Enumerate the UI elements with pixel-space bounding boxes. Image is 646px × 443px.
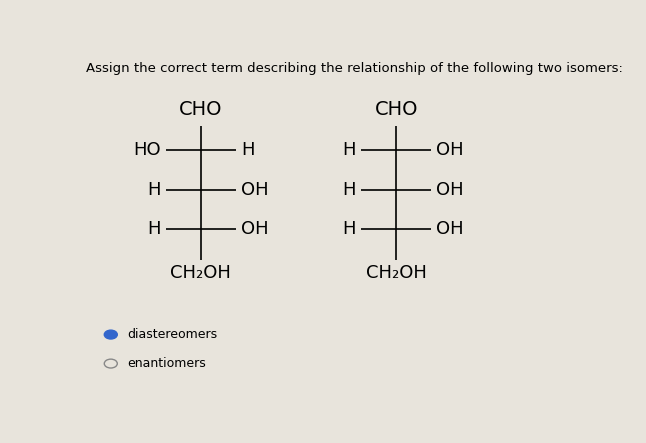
Text: H: H xyxy=(147,181,161,198)
Text: OH: OH xyxy=(436,220,464,238)
Text: HO: HO xyxy=(133,141,161,159)
Text: OH: OH xyxy=(436,141,464,159)
Text: enantiomers: enantiomers xyxy=(127,357,206,370)
Text: diastereomers: diastereomers xyxy=(127,328,218,341)
Text: CHO: CHO xyxy=(179,100,223,119)
Text: OH: OH xyxy=(241,181,269,198)
Text: H: H xyxy=(342,141,356,159)
Text: H: H xyxy=(241,141,255,159)
Text: CHO: CHO xyxy=(375,100,418,119)
Text: H: H xyxy=(147,220,161,238)
Text: H: H xyxy=(342,220,356,238)
Text: OH: OH xyxy=(241,220,269,238)
Text: CH₂OH: CH₂OH xyxy=(366,264,426,282)
Text: CH₂OH: CH₂OH xyxy=(171,264,231,282)
Text: H: H xyxy=(342,181,356,198)
Text: Assign the correct term describing the relationship of the following two isomers: Assign the correct term describing the r… xyxy=(86,62,623,75)
Circle shape xyxy=(104,330,118,339)
Text: OH: OH xyxy=(436,181,464,198)
